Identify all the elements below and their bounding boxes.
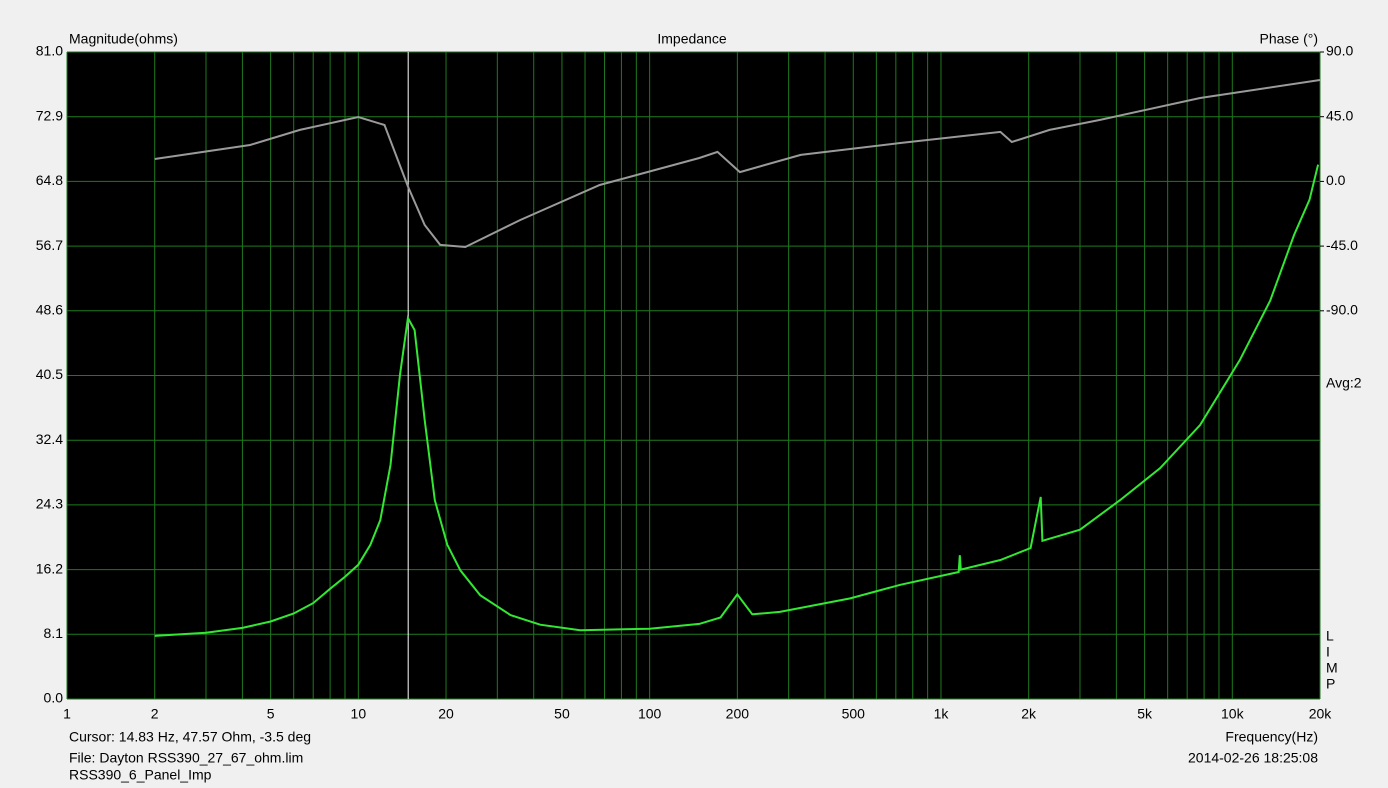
y-tick-label: 64.8 — [36, 172, 63, 188]
y-tick-label: 40.5 — [36, 366, 63, 382]
y2-tick-label: -90.0 — [1326, 302, 1358, 318]
file-info: RSS390_6_Panel_Imp — [69, 767, 212, 783]
x-tick-label: 20 — [438, 706, 454, 722]
y-tick-label: 48.6 — [36, 302, 63, 318]
timestamp: 2014-02-26 18:25:08 — [1188, 750, 1318, 766]
y2-tick-label: 45.0 — [1326, 107, 1353, 123]
avg-label: Avg:2 — [1326, 375, 1362, 391]
chart-title: Impedance — [657, 31, 726, 47]
side-letter: M — [1326, 660, 1338, 676]
y-tick-label: 56.7 — [36, 237, 63, 253]
x-axis-label: Frequency(Hz) — [1225, 729, 1318, 745]
side-letter: I — [1326, 644, 1330, 660]
x-tick-label: 20k — [1309, 706, 1333, 722]
y-tick-label: 81.0 — [36, 43, 63, 59]
data-line — [154, 164, 1320, 637]
y2-tick-label: 0.0 — [1326, 172, 1346, 188]
data-line — [154, 79, 1321, 249]
y2-axis-label: Phase (°) — [1259, 31, 1318, 47]
x-tick-label: 5 — [267, 706, 275, 722]
x-tick-label: 10k — [1221, 706, 1245, 722]
x-tick-label: 1 — [63, 706, 71, 722]
x-tick-label: 500 — [842, 706, 866, 722]
y-tick-label: 0.0 — [44, 690, 64, 706]
y-tick-label: 24.3 — [36, 496, 63, 512]
x-tick-label: 1k — [934, 706, 950, 722]
side-letter: L — [1326, 628, 1334, 644]
y-tick-label: 72.9 — [36, 107, 63, 123]
x-tick-label: 2k — [1021, 706, 1037, 722]
y2-tick-label: 90.0 — [1326, 43, 1353, 59]
x-tick-label: 10 — [351, 706, 367, 722]
file-info: File: Dayton RSS390_27_67_ohm.lim — [69, 750, 303, 766]
y-tick-label: 8.1 — [44, 625, 64, 641]
y-tick-label: 32.4 — [36, 431, 63, 447]
y-tick-label: 16.2 — [36, 560, 63, 576]
cursor-info: Cursor: 14.83 Hz, 47.57 Ohm, -3.5 deg — [69, 729, 311, 745]
x-tick-label: 100 — [638, 706, 662, 722]
x-tick-label: 200 — [726, 706, 750, 722]
x-tick-label: 5k — [1137, 706, 1153, 722]
x-tick-label: 2 — [151, 706, 159, 722]
y-axis-label: Magnitude(ohms) — [69, 31, 178, 47]
y2-tick-label: -45.0 — [1326, 237, 1358, 253]
side-letter: P — [1326, 676, 1335, 692]
x-tick-label: 50 — [554, 706, 570, 722]
